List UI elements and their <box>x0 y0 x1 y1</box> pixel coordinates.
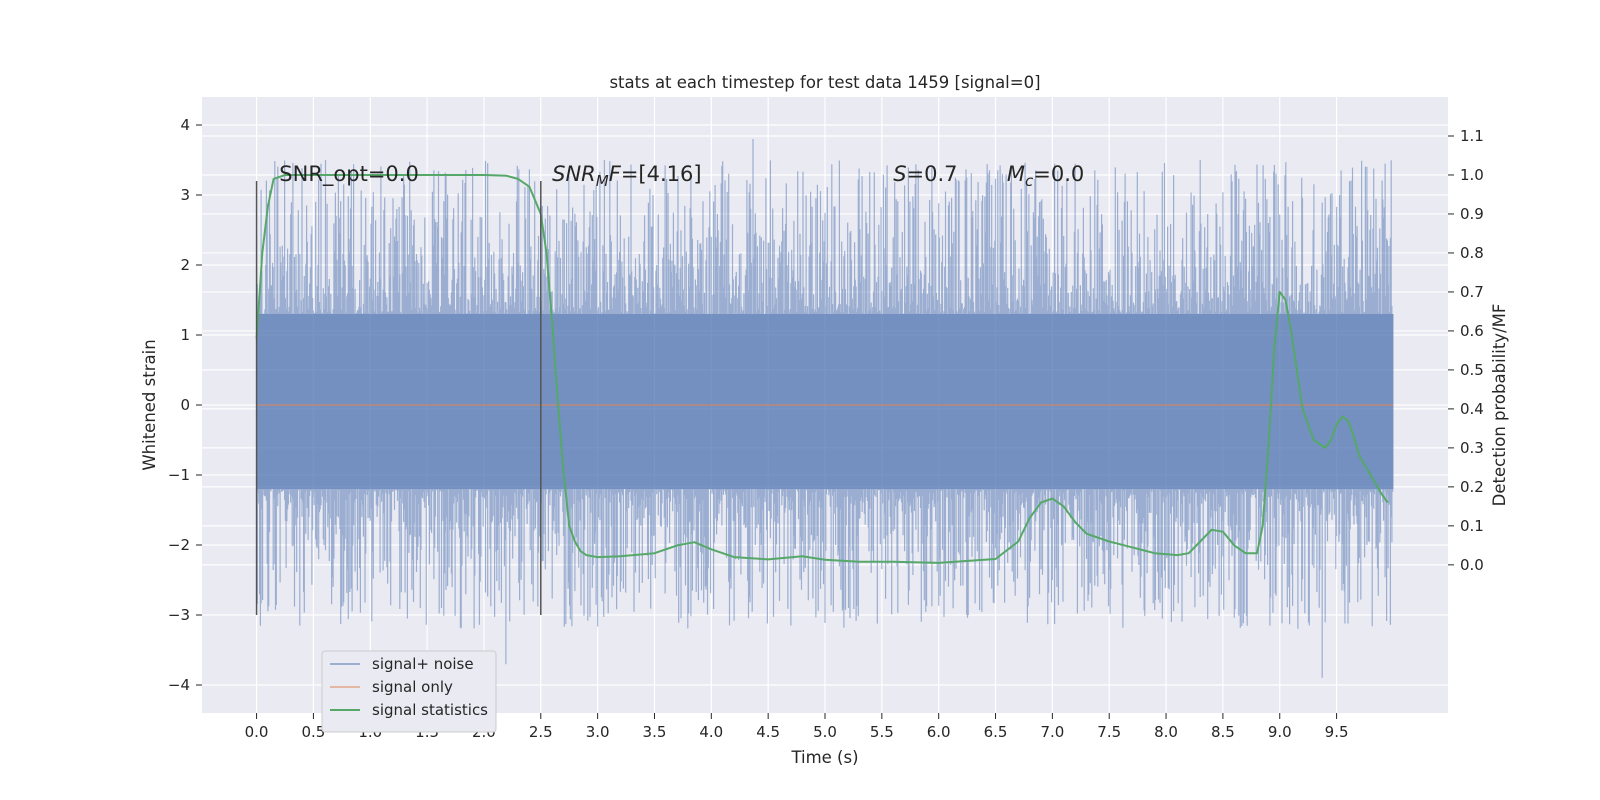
y-axis-label-right: Detection probability/MF <box>1490 304 1509 507</box>
y-tick-label-left: −1 <box>168 466 190 484</box>
y-tick-label-right: 0.7 <box>1460 283 1484 301</box>
y-tick-label-right: 0.8 <box>1460 244 1484 262</box>
y-tick-label-right: 1.1 <box>1460 127 1484 145</box>
x-tick-label: 6.5 <box>984 723 1008 741</box>
annotation-snr-opt: SNR_opt=0.0 <box>279 162 419 187</box>
annotation-s-value: S=0.7 <box>893 162 957 186</box>
chart-title: stats at each timestep for test data 145… <box>609 73 1040 92</box>
y-tick-label-left: 3 <box>180 186 190 204</box>
x-tick-label: 4.5 <box>756 723 780 741</box>
y-tick-label-left: −3 <box>168 606 190 624</box>
x-tick-label: 6.0 <box>927 723 951 741</box>
annotations: SNR_opt=0.0 SNRMF=[4.16] S=0.7 Mc=0.0 <box>279 162 1084 190</box>
y-tick-label-right: 0.6 <box>1460 322 1484 340</box>
x-tick-label: 2.5 <box>529 723 553 741</box>
y-tick-label-left: −4 <box>168 676 190 694</box>
y-tick-label-left: 4 <box>180 116 190 134</box>
legend-label: signal+ noise <box>372 655 474 673</box>
x-tick-label: 7.0 <box>1040 723 1064 741</box>
y-tick-label-right: 0.3 <box>1460 439 1484 457</box>
y-tick-label-right: 1.0 <box>1460 166 1484 184</box>
y-axis-label-left: Whitened strain <box>140 339 159 470</box>
legend: signal+ noise signal only signal statistic… <box>321 650 497 733</box>
series-signal-noise <box>256 139 1394 678</box>
series-signal-statistics <box>255 174 1389 564</box>
x-tick-label: 0.0 <box>245 723 269 741</box>
y-tick-label-right: 0.4 <box>1460 400 1484 418</box>
x-tick-label: 9.5 <box>1325 723 1349 741</box>
y-tick-label-left: 1 <box>180 326 190 344</box>
legend-box <box>321 650 497 733</box>
x-tick-label: 5.0 <box>813 723 837 741</box>
annotation-snr-mf: SNRMF=[4.16] <box>552 162 701 190</box>
x-tick-label: 8.0 <box>1154 723 1178 741</box>
x-tick-label: 5.5 <box>870 723 894 741</box>
x-tick-label: 0.5 <box>301 723 325 741</box>
x-tick-label: 4.0 <box>699 723 723 741</box>
y-tick-label-right: 0.0 <box>1460 556 1484 574</box>
x-axis-label: Time (s) <box>790 748 858 767</box>
y-tick-label-left: 0 <box>180 396 190 414</box>
x-tick-label: 3.0 <box>586 723 610 741</box>
y-tick-label-right: 0.5 <box>1460 361 1484 379</box>
series-layer <box>255 139 1394 678</box>
y-tick-label-left: −2 <box>168 536 190 554</box>
x-tick-label: 9.0 <box>1268 723 1292 741</box>
legend-label: signal only <box>372 678 453 696</box>
y-tick-label-right: 0.1 <box>1460 517 1484 535</box>
x-tick-label: 7.5 <box>1097 723 1121 741</box>
annotation-mc-value: Mc=0.0 <box>1007 162 1084 190</box>
x-tick-label: 3.5 <box>643 723 667 741</box>
y-tick-label-left: 2 <box>180 256 190 274</box>
y-tick-label-right: 0.9 <box>1460 205 1484 223</box>
y-tick-label-right: 0.2 <box>1460 478 1484 496</box>
axis-ticks: 0.00.51.01.52.02.53.03.54.04.55.05.56.06… <box>168 116 1484 741</box>
legend-label: signal statistics <box>372 701 488 719</box>
x-tick-label: 8.5 <box>1211 723 1235 741</box>
